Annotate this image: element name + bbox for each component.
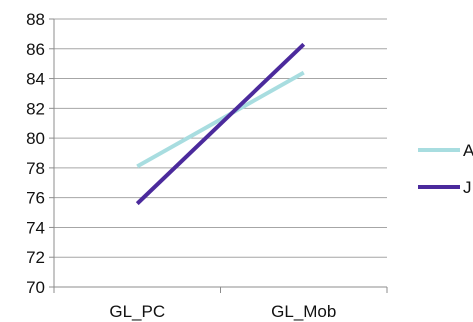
x-tick-label: GL_PC: [109, 302, 165, 321]
y-tick-labels: 70 72 74 76 78 80 82 84 86 88: [26, 10, 45, 297]
legend-label: J: [463, 178, 472, 197]
y-tick-label: 84: [26, 70, 45, 89]
legend-label: A: [463, 141, 473, 160]
series-line-A: [136, 70, 305, 169]
x-tick-label: GL_Mob: [271, 302, 336, 321]
legend: AJ: [418, 141, 473, 197]
series-lines: [135, 42, 306, 206]
gridlines: [54, 18, 387, 258]
y-tick-label: 74: [26, 218, 45, 237]
y-tick-label: 88: [26, 10, 45, 29]
y-tick-label: 76: [26, 189, 45, 208]
axes: [49, 18, 388, 293]
x-tick-labels: GL_PC GL_Mob: [109, 302, 336, 321]
y-tick-label: 78: [26, 159, 45, 178]
y-tick-label: 72: [26, 248, 45, 267]
y-tick-label: 86: [26, 40, 45, 59]
y-tick-label: 70: [26, 278, 45, 297]
y-tick-label: 82: [26, 99, 45, 118]
series-line-J: [135, 42, 306, 206]
y-tick-label: 80: [26, 129, 45, 148]
